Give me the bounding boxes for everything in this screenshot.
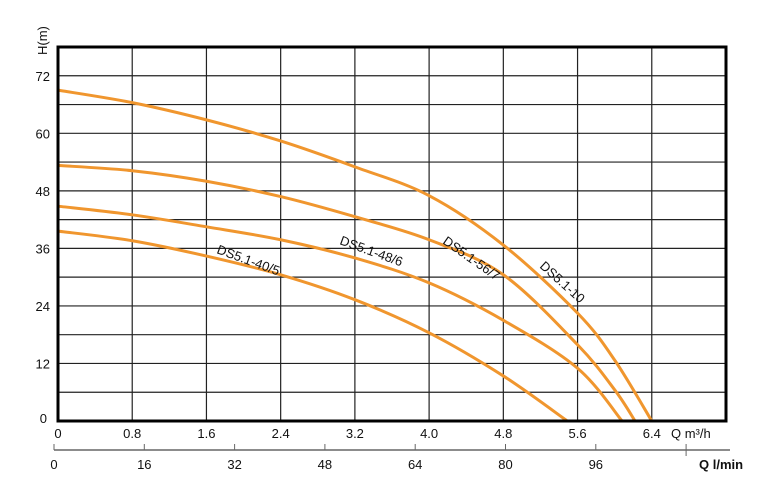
x-tick-label: 0 — [54, 426, 61, 441]
label-ds5-1-56-7: DS5.1-56/7 — [440, 233, 502, 283]
x-tick-label: 4.0 — [420, 426, 438, 441]
x-tick-label: 1.6 — [197, 426, 215, 441]
y-axis-label: H(m) — [35, 26, 50, 55]
y-tick-label: 60 — [36, 126, 50, 141]
y-tick-label: 12 — [36, 356, 50, 371]
curve-ds5-1-56-7 — [57, 163, 637, 422]
curve-ds5-1-40-5 — [57, 229, 569, 423]
grid — [58, 47, 727, 421]
x-axis-label: Q m³/h — [671, 426, 711, 441]
x2-tick-label: 80 — [498, 457, 512, 472]
x2-tick-label: 48 — [318, 457, 332, 472]
plot-frame — [56, 45, 728, 423]
y-tick-label: 0 — [40, 411, 47, 426]
y-tick-label: 72 — [36, 69, 50, 84]
x2-tick-label: 16 — [137, 457, 151, 472]
ticks: 0 0.8 1.6 2.4 3.2 4.0 4.8 5.6 6.4 0 12 24 36 48 60 72 0 1… — [36, 69, 687, 472]
curves — [57, 88, 654, 423]
x2-tick-label: 96 — [589, 457, 603, 472]
x-tick-label: 3.2 — [346, 426, 364, 441]
x-tick-label: 5.6 — [569, 426, 587, 441]
x-tick-label: 4.8 — [494, 426, 512, 441]
y-tick-label: 24 — [36, 299, 50, 314]
x2-tick-label: 0 — [50, 457, 57, 472]
curve-ds5-1-10 — [57, 88, 654, 422]
x-tick-label: 0.8 — [123, 426, 141, 441]
curve-ds5-1-48-6 — [57, 204, 624, 422]
x2-axis-label: Q l/min — [699, 457, 743, 472]
x2-tick-label: 64 — [408, 457, 422, 472]
y-tick-label: 48 — [36, 184, 50, 199]
y-tick-label: 36 — [36, 241, 50, 256]
x-tick-label: 6.4 — [643, 426, 661, 441]
x2-tick-label: 32 — [227, 457, 241, 472]
x-tick-label: 2.4 — [272, 426, 290, 441]
